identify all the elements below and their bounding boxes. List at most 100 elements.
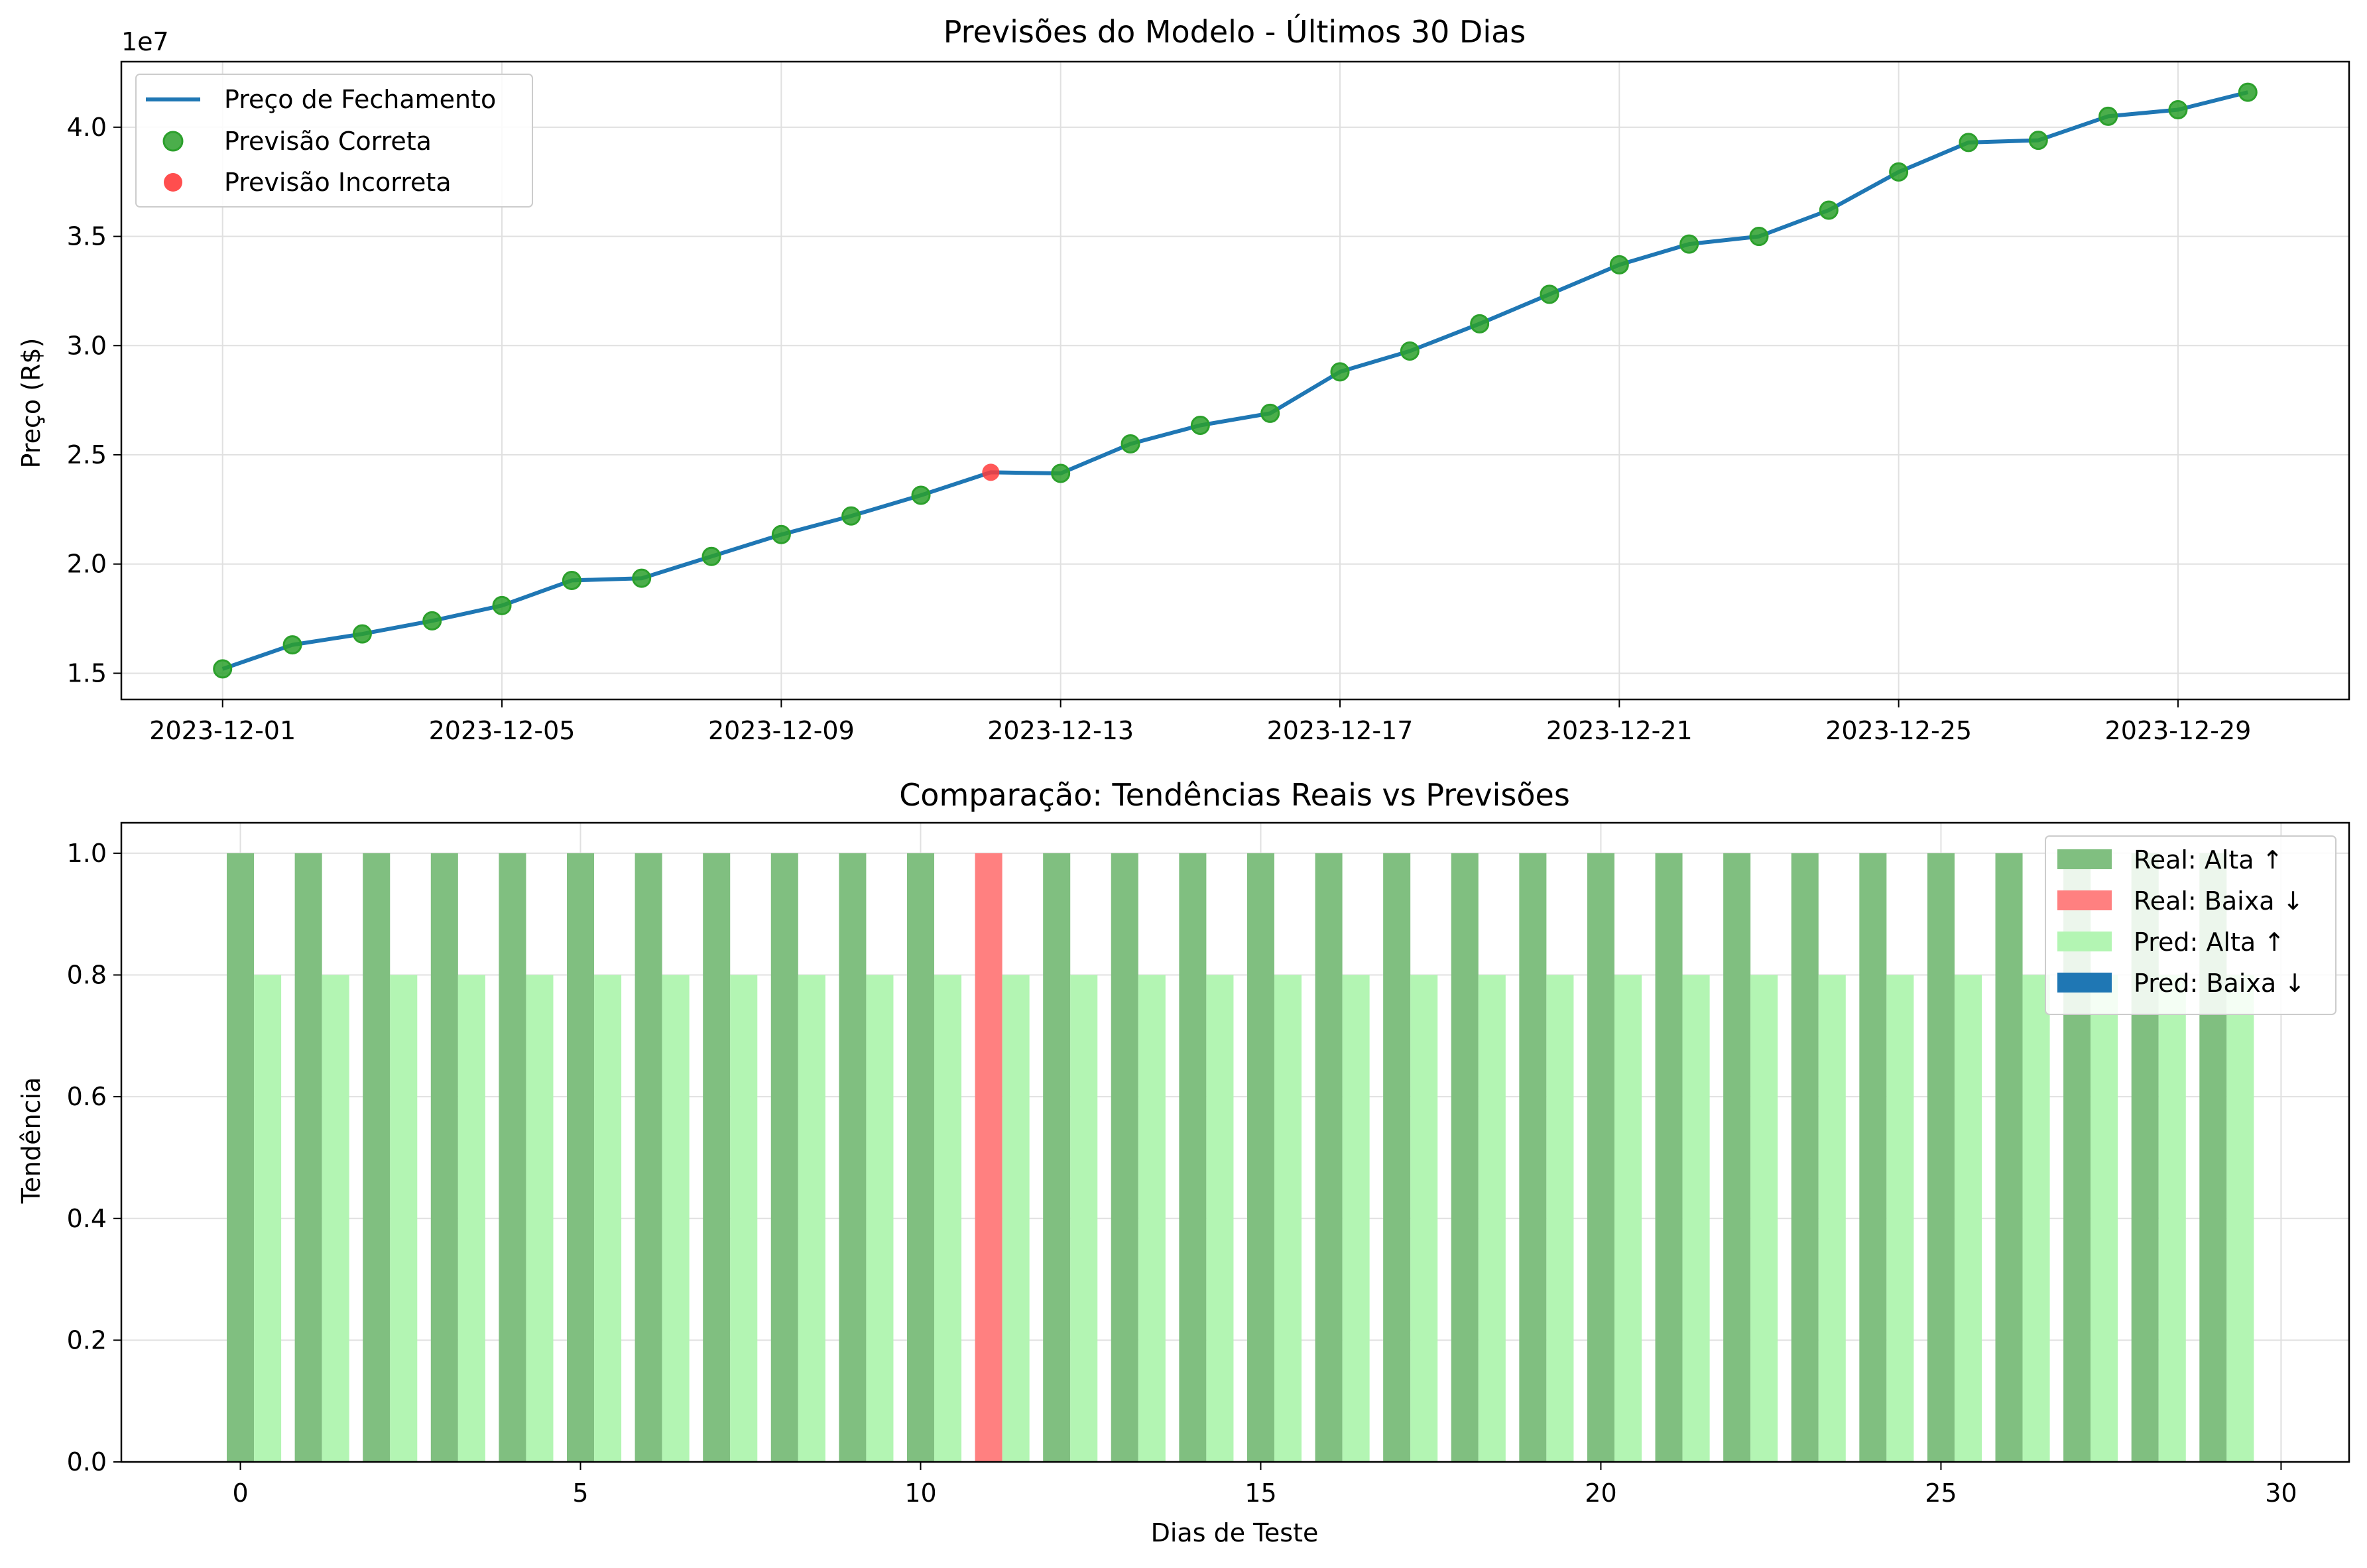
bar-real-up — [770, 853, 798, 1462]
y-tick-label: 2.5 — [67, 440, 107, 469]
price-chart-line — [221, 90, 2249, 671]
bar-real-down — [975, 853, 1002, 1462]
bar-real-up — [294, 853, 322, 1462]
price-chart-x-ticks: 2023-12-01 2023-12-05 2023-12-09 2023-12-13… — [149, 699, 2251, 745]
bar-pred-up — [934, 975, 962, 1462]
bar-pred-up — [1138, 975, 1166, 1462]
bar-pred-up — [1274, 975, 1302, 1462]
bar-pred-up — [457, 975, 485, 1462]
price-chart-frame — [120, 60, 2350, 701]
trend-chart-ylabel: Tendência — [17, 1077, 46, 1205]
bar-real-up — [1519, 853, 1547, 1462]
correct-prediction-point — [2028, 131, 2048, 151]
incorrect-prediction-point — [982, 463, 1000, 481]
trend-chart-title: Comparação: Tendências Reais vs Previsõe… — [899, 777, 1570, 813]
correct-prediction-point — [1819, 200, 1839, 220]
price-chart-points — [213, 82, 2258, 679]
bar-pred-up — [1750, 975, 1778, 1462]
correct-prediction-point — [562, 570, 581, 590]
y-tick-label: 1.5 — [67, 658, 107, 688]
y-tick-label: 0.6 — [67, 1082, 107, 1111]
trend-chart-legend: Real: Alta ↑ Real: Baixa ↓ Pred: Alta ↑ … — [2045, 835, 2337, 1015]
correct-prediction-point — [1260, 403, 1280, 423]
bar-pred-up — [730, 975, 758, 1462]
trend-chart-xlabel: Dias de Teste — [1151, 1518, 1319, 1547]
correct-prediction-point — [352, 624, 372, 644]
bar-pred-up — [1206, 975, 1234, 1462]
correct-prediction-point — [771, 524, 791, 544]
trend-chart-bars — [227, 853, 2254, 1462]
bar-pred-up — [254, 975, 282, 1462]
x-tick-label: 2023-12-25 — [1825, 716, 1972, 745]
bar-pred-up — [2226, 975, 2254, 1462]
y-tick-label: 0.4 — [67, 1204, 107, 1233]
correct-prediction-point — [1889, 162, 1909, 182]
correct-prediction-point — [1540, 284, 1559, 304]
trend-chart-x-ticks: 0 5 10 15 20 25 30 — [232, 1462, 2297, 1508]
x-tick-label: 20 — [1585, 1478, 1616, 1508]
x-tick-label: 2023-12-17 — [1267, 716, 1414, 745]
bar-real-up — [635, 853, 662, 1462]
trend-chart-y-ticks: 0.0 0.2 0.4 0.6 0.8 1.0 — [67, 839, 121, 1477]
bar-real-up — [1927, 853, 1955, 1462]
legend-label-closing-price: Preço de Fechamento — [224, 85, 496, 114]
bar-pred-up — [1954, 975, 1982, 1462]
correct-prediction-point — [701, 546, 721, 566]
bar-pred-up — [1614, 975, 1642, 1462]
bar-real-up — [839, 853, 867, 1462]
x-tick-label: 2023-12-29 — [2105, 716, 2252, 745]
x-tick-label: 25 — [1925, 1478, 1957, 1508]
correct-prediction-point — [1330, 362, 1350, 382]
correct-prediction-point — [213, 659, 233, 679]
bar-real-up — [1791, 853, 1819, 1462]
bar-pred-up — [526, 975, 554, 1462]
correct-prediction-point — [1749, 227, 1769, 247]
correct-prediction-point — [2238, 82, 2258, 102]
y-tick-label: 4.0 — [67, 113, 107, 142]
bar-real-up — [1246, 853, 1274, 1462]
legend-label-real-down: Real: Baixa ↓ — [2134, 886, 2303, 916]
bar-real-up — [227, 853, 255, 1462]
x-tick-label: 30 — [2265, 1478, 2297, 1508]
correct-prediction-point — [1051, 463, 1071, 483]
price-chart-title: Previsões do Modelo - Últimos 30 Dias — [943, 14, 1526, 50]
legend-label-pred-up: Pred: Alta ↑ — [2134, 928, 2285, 957]
bar-pred-up — [2158, 975, 2186, 1462]
x-tick-label: 10 — [904, 1478, 936, 1508]
correct-prediction-point — [1121, 434, 1140, 454]
bar-real-up — [1655, 853, 1683, 1462]
bar-pred-up — [662, 975, 690, 1462]
y-tick-label: 0.0 — [67, 1447, 107, 1477]
bar-real-up — [1587, 853, 1614, 1462]
x-tick-label: 0 — [232, 1478, 248, 1508]
bar-real-up — [906, 853, 935, 1462]
y-tick-label: 0.8 — [67, 961, 107, 990]
bar-real-up — [1383, 853, 1411, 1462]
correct-prediction-point — [841, 506, 861, 526]
legend-box — [2045, 835, 2337, 1015]
correct-prediction-point — [1959, 133, 1978, 152]
bar-pred-up — [1002, 975, 1030, 1462]
closing-price-line — [221, 90, 2249, 671]
x-tick-label: 2023-12-01 — [149, 716, 296, 745]
bar-real-up — [1315, 853, 1343, 1462]
bar-pred-up — [1886, 975, 1914, 1462]
x-tick-label: 15 — [1244, 1478, 1276, 1508]
trend-chart: Comparação: Tendências Reais vs Previsõe… — [17, 777, 2350, 1547]
price-chart-grid — [121, 62, 2349, 699]
legend-label-incorrect: Previsão Incorreta — [224, 168, 452, 197]
legend-label-real-up: Real: Alta ↑ — [2134, 845, 2283, 874]
y-tick-label: 3.5 — [67, 222, 107, 251]
bar-pred-up — [866, 975, 894, 1462]
bar-real-up — [430, 853, 458, 1462]
bar-real-up — [703, 853, 731, 1462]
x-tick-label: 2023-12-05 — [429, 716, 576, 745]
y-offset-label: 1e7 — [121, 27, 169, 56]
bar-pred-up — [594, 975, 622, 1462]
legend-label-correct: Previsão Correta — [224, 127, 432, 156]
legend-real-down-swatch — [2057, 890, 2112, 910]
legend-correct-swatch — [162, 131, 184, 152]
bar-pred-up — [2022, 975, 2050, 1462]
bar-pred-up — [1818, 975, 1846, 1462]
